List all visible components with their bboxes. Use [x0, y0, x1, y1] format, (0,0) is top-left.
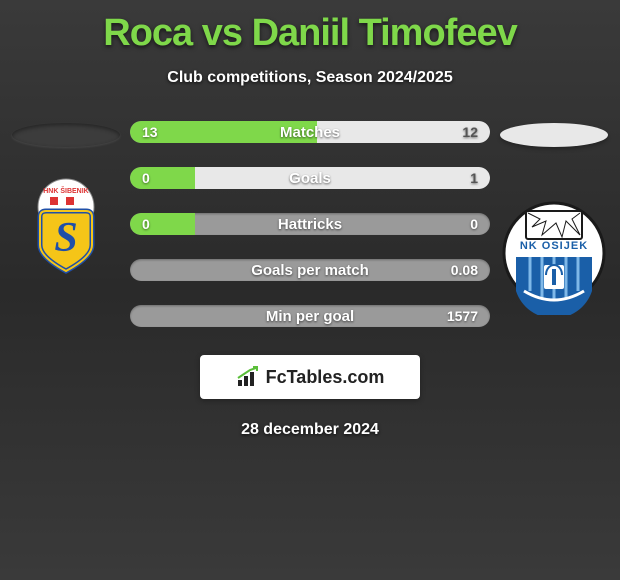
- stat-bar: 0.08Goals per match: [130, 259, 490, 281]
- stat-label: Goals per match: [130, 262, 490, 279]
- stat-bar: 0 1Goals: [130, 167, 490, 189]
- svg-text:HNK ŠIBENIK: HNK ŠIBENIK: [43, 186, 89, 195]
- stat-value-left: 0: [142, 170, 150, 186]
- stat-bar: 0 0Hattricks: [130, 213, 490, 235]
- bar-chart-icon: [236, 366, 260, 388]
- stat-label: Min per goal: [130, 308, 490, 325]
- stat-label: Matches: [130, 124, 490, 141]
- player-right-column: NK OSIJEK: [494, 121, 614, 315]
- stat-value-left: 0: [142, 216, 150, 232]
- source-logo[interactable]: FcTables.com: [200, 355, 420, 399]
- shield-icon: HNK ŠIBENIK S: [16, 175, 116, 275]
- comparison-date: 28 december 2024: [0, 421, 620, 439]
- stat-value-right: 1: [470, 170, 478, 186]
- club-crest-right: NK OSIJEK: [502, 191, 606, 315]
- round-crest-icon: NK OSIJEK: [502, 191, 606, 315]
- stat-value-left: 13: [142, 124, 158, 140]
- stats-bars: 1312Matches01Goals00Hattricks0.08Goals p…: [130, 121, 490, 327]
- stat-label: Hattricks: [130, 216, 490, 233]
- stat-value-right: 12: [462, 124, 478, 140]
- stat-value-right: 1577: [447, 308, 478, 324]
- stat-bar: 13 12Matches: [130, 121, 490, 143]
- stat-value-right: 0.08: [451, 262, 478, 278]
- svg-text:NK OSIJEK: NK OSIJEK: [520, 240, 588, 252]
- page-title: Roca vs Daniil Timofeev: [0, 0, 620, 55]
- stat-value-right: 0: [470, 216, 478, 232]
- player-left-column: HNK ŠIBENIK S: [6, 121, 126, 275]
- comparison-panel: HNK ŠIBENIK S 1312Matches01Goals00Hattri…: [0, 121, 620, 327]
- player-right-placeholder-ellipse: [500, 123, 608, 147]
- svg-text:S: S: [54, 215, 77, 261]
- brand-text: FcTables.com: [266, 367, 385, 388]
- club-crest-left: HNK ŠIBENIK S: [16, 175, 116, 275]
- player-left-placeholder-ellipse: [12, 123, 120, 147]
- stat-label: Goals: [130, 170, 490, 187]
- stat-bar: 1577Min per goal: [130, 305, 490, 327]
- subtitle: Club competitions, Season 2024/2025: [0, 69, 620, 87]
